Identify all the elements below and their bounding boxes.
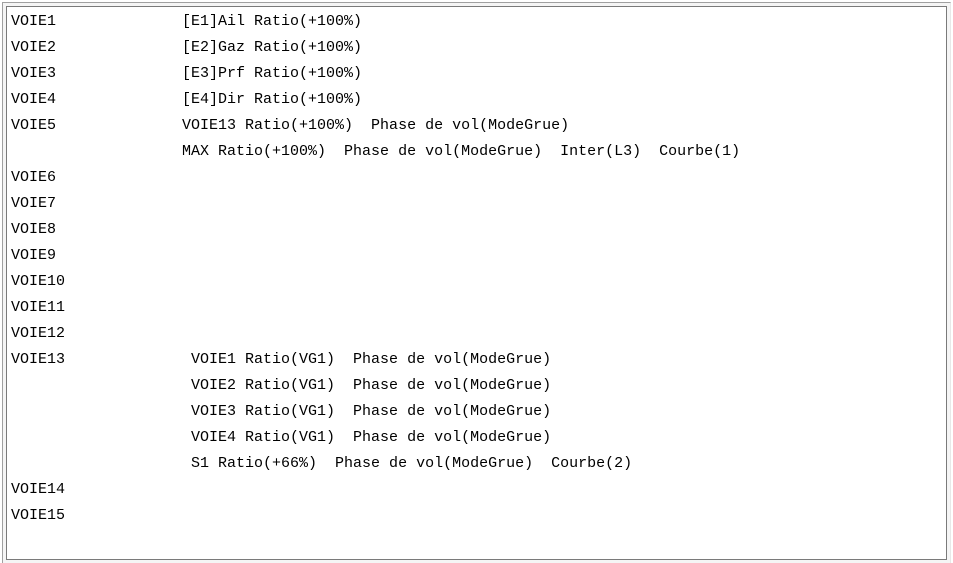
channel-row[interactable]: VOIE15 [11,503,942,529]
window-frame: VOIE1 [E1]Ail Ratio(+100%)VOIE2 [E2]Gaz … [2,2,951,563]
channel-continuation-row[interactable]: VOIE2 Ratio(VG1) Phase de vol(ModeGrue) [11,373,942,399]
channel-row[interactable]: VOIE5 VOIE13 Ratio(+100%) Phase de vol(M… [11,113,942,139]
channel-row[interactable]: VOIE4 [E4]Dir Ratio(+100%) [11,87,942,113]
channel-continuation-row[interactable]: VOIE4 Ratio(VG1) Phase de vol(ModeGrue) [11,425,942,451]
channel-continuation-row[interactable]: MAX Ratio(+100%) Phase de vol(ModeGrue) … [11,139,942,165]
channel-row[interactable]: VOIE12 [11,321,942,347]
channel-continuation-row[interactable]: S1 Ratio(+66%) Phase de vol(ModeGrue) Co… [11,451,942,477]
channel-row[interactable]: VOIE8 [11,217,942,243]
channel-row[interactable]: VOIE11 [11,295,942,321]
channel-row[interactable]: VOIE14 [11,477,942,503]
channel-row[interactable]: VOIE1 [E1]Ail Ratio(+100%) [11,9,942,35]
channel-row[interactable]: VOIE3 [E3]Prf Ratio(+100%) [11,61,942,87]
channel-row[interactable]: VOIE9 [11,243,942,269]
channel-continuation-row[interactable]: VOIE3 Ratio(VG1) Phase de vol(ModeGrue) [11,399,942,425]
channel-row[interactable]: VOIE7 [11,191,942,217]
channel-row[interactable]: VOIE10 [11,269,942,295]
channel-listbox[interactable]: VOIE1 [E1]Ail Ratio(+100%)VOIE2 [E2]Gaz … [6,6,947,560]
channel-row[interactable]: VOIE2 [E2]Gaz Ratio(+100%) [11,35,942,61]
channel-row[interactable]: VOIE6 [11,165,942,191]
channel-row[interactable]: VOIE13 VOIE1 Ratio(VG1) Phase de vol(Mod… [11,347,942,373]
